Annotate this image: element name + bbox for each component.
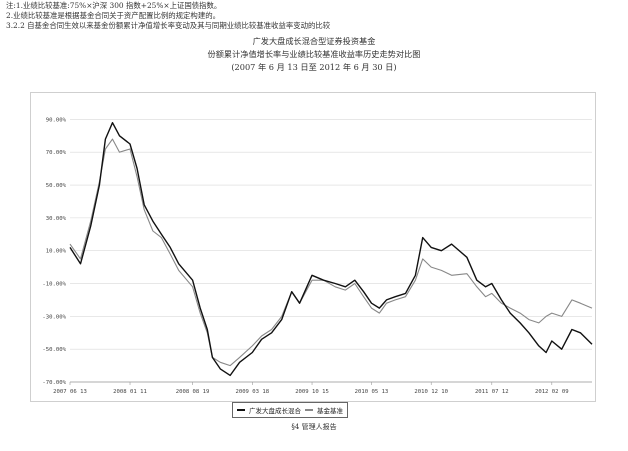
- x-tick-label: 2010 05 13: [355, 389, 389, 395]
- note-line-1: 注:1.业绩比较基准:75%×沪深 300 指数+25%×上证国债指数。: [6, 1, 222, 10]
- y-tick-label: -70.00%: [42, 380, 66, 386]
- chart-caption-fund: 广发大盘成长混合型证券投资基金: [252, 36, 376, 46]
- x-tick-label: 2012 02 09: [535, 389, 569, 395]
- y-tick-label: -30.00%: [42, 314, 66, 320]
- y-tick-label: 30.00%: [46, 216, 67, 222]
- y-tick-label: 90.00%: [46, 117, 67, 123]
- x-tick-label: 2010 12 10: [414, 389, 448, 395]
- y-tick-label: 70.00%: [46, 150, 67, 156]
- x-tick-label: 2008 08 19: [176, 389, 210, 395]
- y-tick-label: -50.00%: [42, 347, 66, 353]
- y-tick-label: -10.00%: [42, 282, 66, 288]
- chart-caption-title: 份额累计净值增长率与业绩比较基准收益率历史走势对比图: [207, 49, 421, 59]
- legend-label-benchmark: 基金基准: [317, 407, 343, 415]
- legend-swatch-benchmark: [305, 409, 313, 411]
- x-tick-label: 2011 07 12: [475, 389, 509, 395]
- y-tick-label: 50.00%: [46, 183, 67, 189]
- legend-label-fund: 广发大盘成长混合: [249, 407, 301, 415]
- y-tick-label: 10.00%: [46, 249, 67, 255]
- x-tick-label: 2009 03 18: [235, 389, 269, 395]
- note-line-3: 3.2.2 自基金合同生效以来基金份额累计净值增长率变动及其与同期业绩比较基准收…: [6, 21, 331, 30]
- x-tick-label: 2009 10 15: [295, 389, 329, 395]
- chart-legend: 广发大盘成长混合 基金基准: [232, 402, 348, 418]
- x-tick-label: 2007 06 13: [53, 389, 87, 395]
- page-footer: §4 管理人报告: [291, 423, 337, 430]
- note-line-2: 2.业绩比较基准是根据基金合同关于资产配置比例的规定构建的。: [6, 11, 220, 20]
- chart-caption-period: (2007 年 6 月 13 日至 2012 年 6 月 30 日): [231, 62, 397, 72]
- legend-swatch-fund: [237, 409, 245, 411]
- series-line-fund: [69, 121, 593, 377]
- series-line-benchmark: [69, 138, 593, 367]
- chart-frame: [30, 92, 596, 402]
- x-tick-label: 2008 01 11: [113, 389, 147, 395]
